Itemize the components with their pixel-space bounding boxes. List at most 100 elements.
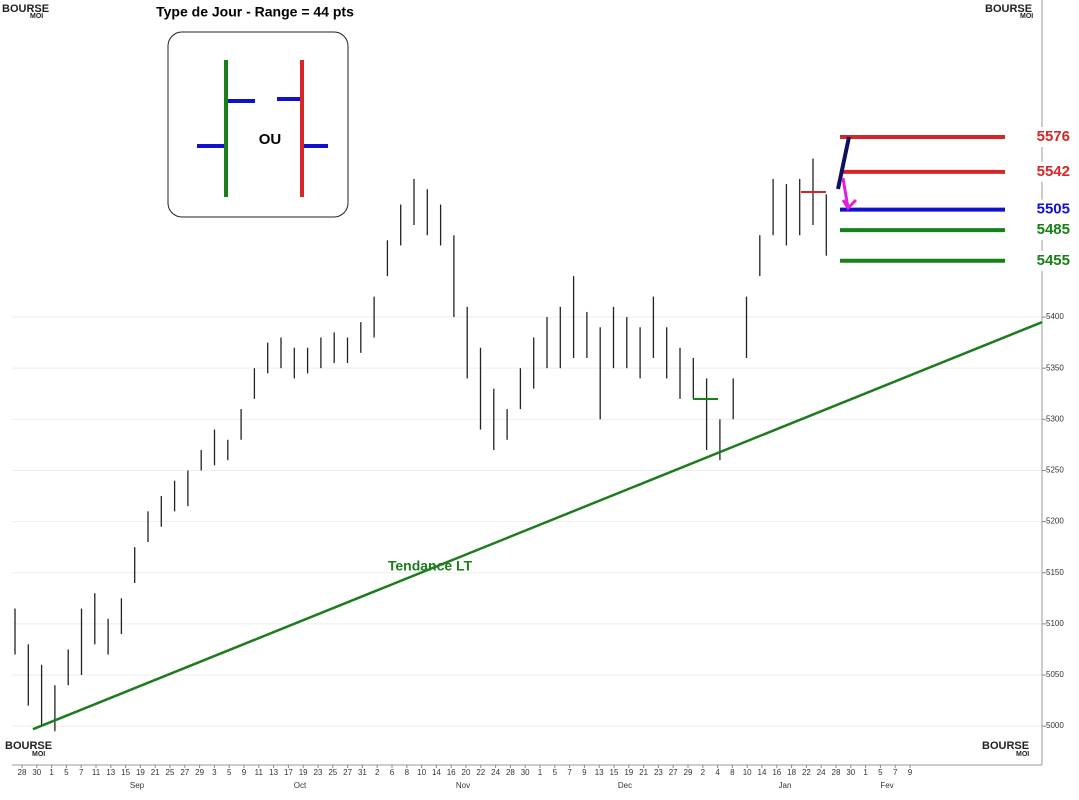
x-tick-label: 30 (32, 768, 41, 777)
x-tick-label: 5 (553, 768, 558, 777)
x-tick-label: 28 (832, 768, 841, 777)
logo-sub: MOI (1016, 751, 1029, 758)
plot: 5000 5050 5100 5150 5200 5250 5300 5350 5400 Tend… (12, 0, 1075, 790)
x-tick-label: 13 (106, 768, 115, 777)
x-tick-label: 28 (18, 768, 27, 777)
x-tick-label: 24 (491, 768, 500, 777)
x-tick-label: 31 (358, 768, 367, 777)
x-tick-label: 16 (772, 768, 781, 777)
level-label: 5455 (1037, 252, 1070, 269)
arrow-navy (836, 136, 851, 190)
logo-sub: MOI (1020, 13, 1033, 20)
x-tick-label: 13 (269, 768, 278, 777)
x-tick-label: 2 (375, 768, 380, 777)
x-tick-label: 5 (64, 768, 69, 777)
x-tick-label: 27 (180, 768, 189, 777)
x-tick-label: 21 (639, 768, 648, 777)
y-tick-label: 5200 (1046, 517, 1064, 526)
x-tick-label: 11 (92, 768, 101, 777)
x-tick-label: 2 (701, 768, 706, 777)
x-tick-label: 6 (390, 768, 395, 777)
x-tick-label: 19 (624, 768, 633, 777)
month-label: Nov (456, 781, 470, 790)
x-tick-label: 30 (846, 768, 855, 777)
logo-sub: MOI (32, 751, 45, 758)
x-tick-label: 23 (654, 768, 663, 777)
x-tick-label: 4 (715, 768, 720, 777)
x-tick-label: 17 (284, 768, 293, 777)
level-bg (1025, 250, 1075, 271)
x-tick-label: 19 (136, 768, 145, 777)
y-tick-label: 5250 (1046, 466, 1064, 475)
logo-sub: MOI (30, 13, 43, 20)
level-bg (1025, 220, 1075, 241)
x-tick-label: 1 (49, 768, 54, 777)
month-label: Sep (130, 781, 145, 790)
x-tick-label: 11 (255, 768, 264, 777)
x-tick-label: 7 (567, 768, 572, 777)
month-label: Jan (779, 781, 792, 790)
x-tick-label: 24 (817, 768, 826, 777)
level-bg (1025, 199, 1075, 220)
y-tick-label: 5300 (1046, 414, 1064, 423)
logo: BOURSE (5, 740, 52, 752)
x-tick-label: 23 (314, 768, 323, 777)
level-label: 5505 (1037, 201, 1070, 218)
x-tick-label: 1 (538, 768, 543, 777)
logo: BOURSE (985, 3, 1032, 15)
trend-line (32, 320, 1043, 731)
x-tick-label: 8 (730, 768, 735, 777)
x-tick-label: 29 (195, 768, 204, 777)
chart-title: Type de Jour - Range = 44 pts (156, 4, 354, 20)
x-tick-label: 20 (462, 768, 471, 777)
x-tick-label: 25 (166, 768, 175, 777)
x-tick-label: 9 (582, 768, 587, 777)
month-label: Fev (880, 781, 893, 790)
x-tick-label: 27 (343, 768, 352, 777)
x-tick-label: 13 (595, 768, 604, 777)
x-tick-label: 8 (405, 768, 410, 777)
x-tick-label: 29 (684, 768, 693, 777)
level-label: 5542 (1037, 163, 1070, 180)
x-tick-label: 21 (151, 768, 160, 777)
logo: BOURSE (982, 740, 1029, 752)
x-tick-label: 10 (743, 768, 752, 777)
x-tick-label: 14 (432, 768, 441, 777)
level-bg (1025, 127, 1075, 148)
x-tick-label: 1 (863, 768, 868, 777)
x-tick-label: 3 (212, 768, 217, 777)
y-tick-label: 5100 (1046, 619, 1064, 628)
logos: BOURSE MOI BOURSE MOI BOURSE MOI BOURSE … (2, 3, 1033, 758)
inset-label: OU (259, 131, 282, 148)
x-tick-label: 28 (506, 768, 515, 777)
trend-label: Tendance LT (388, 558, 473, 574)
x-tick-label: 27 (669, 768, 678, 777)
level-bg (1025, 161, 1075, 182)
y-tick-label: 5400 (1046, 312, 1064, 321)
x-tick-label: 22 (476, 768, 485, 777)
month-label: Oct (294, 781, 307, 790)
x-tick-label: 10 (417, 768, 426, 777)
y-tick-label: 5350 (1046, 363, 1064, 372)
y-tick-label: 5000 (1046, 721, 1064, 730)
inset-box (167, 31, 349, 218)
arrow-magenta (841, 177, 858, 211)
x-tick-label: 5 (878, 768, 883, 777)
x-tick-label: 15 (121, 768, 130, 777)
x-tick-label: 18 (787, 768, 796, 777)
y-tick-label: 5150 (1046, 568, 1064, 577)
x-tick-label: 30 (521, 768, 530, 777)
x-tick-label: 7 (893, 768, 898, 777)
level-label: 5576 (1037, 128, 1070, 145)
x-tick-label: 5 (227, 768, 232, 777)
month-label: Dec (618, 781, 632, 790)
x-tick-label: 16 (447, 768, 456, 777)
x-tick-label: 25 (328, 768, 337, 777)
x-tick-label: 22 (802, 768, 811, 777)
x-tick-label: 19 (299, 768, 308, 777)
x-tick-label: 9 (242, 768, 247, 777)
logo: BOURSE (2, 3, 49, 15)
x-tick-label: 14 (758, 768, 767, 777)
x-tick-label: 7 (79, 768, 84, 777)
